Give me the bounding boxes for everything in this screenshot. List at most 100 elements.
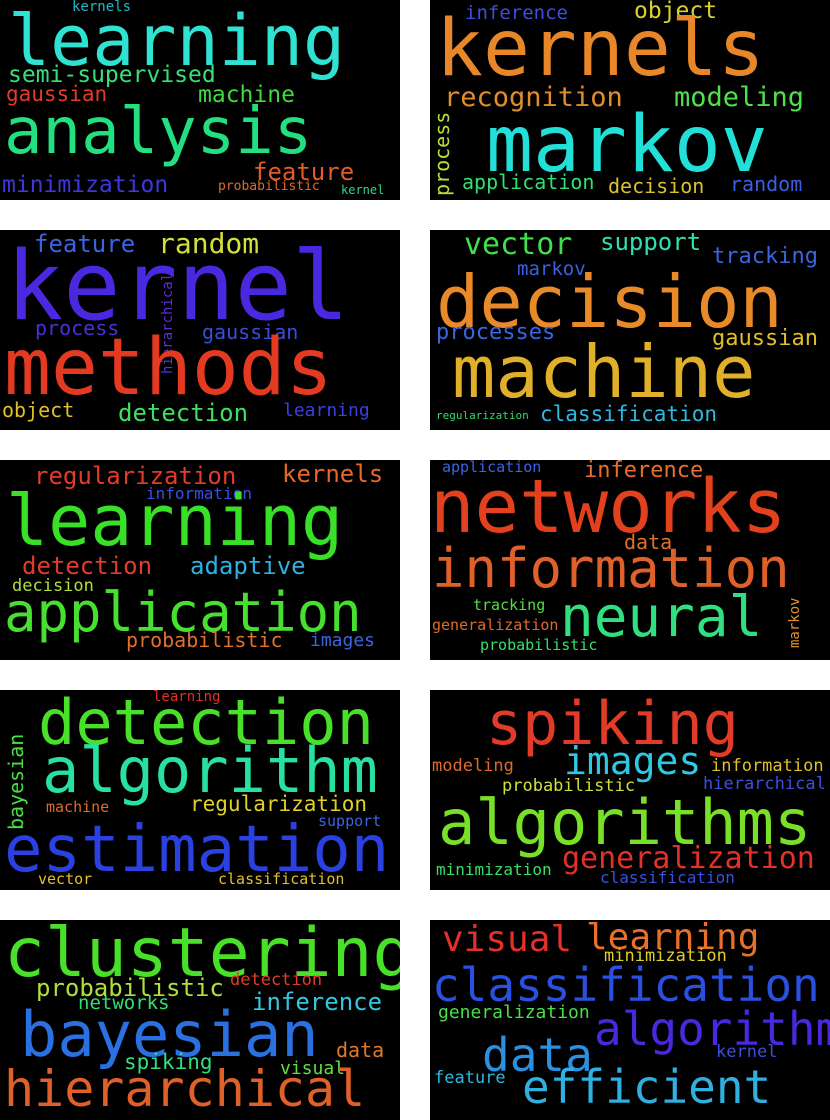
word: detection bbox=[118, 399, 249, 427]
word: probabilistic bbox=[126, 628, 283, 652]
word: support bbox=[600, 230, 702, 256]
word: kernel bbox=[6, 232, 350, 342]
word-cloud-panel-9: clustering probabilistic detection netwo… bbox=[0, 920, 400, 1120]
word: inference bbox=[584, 460, 704, 483]
word: networks bbox=[430, 464, 787, 550]
word: machine bbox=[452, 330, 756, 414]
word: machine bbox=[46, 798, 110, 816]
word: semi-supervised bbox=[8, 62, 216, 88]
word: detection bbox=[22, 552, 153, 580]
word: machine bbox=[198, 82, 295, 108]
word: hierarchical bbox=[4, 1060, 366, 1118]
word: application bbox=[4, 581, 362, 644]
word: feature bbox=[434, 1068, 506, 1088]
word: algorithms bbox=[438, 786, 812, 859]
word: data bbox=[336, 1038, 385, 1062]
word: markov bbox=[787, 597, 803, 648]
word: kernels bbox=[282, 460, 384, 488]
word-cloud-panel-7: learning bayesian detection algorithm ma… bbox=[0, 690, 400, 890]
word: markov bbox=[517, 258, 586, 280]
word: gaussian bbox=[202, 320, 299, 344]
word: detection bbox=[230, 970, 323, 990]
word: decision bbox=[12, 576, 94, 596]
word-cloud-panel-3: feature random kernel process hierarchic… bbox=[0, 230, 400, 430]
word: learning bbox=[283, 400, 370, 421]
word: regularization bbox=[190, 792, 368, 816]
word: probabilistic bbox=[502, 776, 636, 796]
word-cloud-panel-4: vector support markov tracking decision … bbox=[430, 230, 830, 430]
word: random bbox=[730, 172, 803, 196]
word: methods bbox=[4, 323, 333, 413]
word: random bbox=[158, 230, 260, 260]
word: neural bbox=[560, 585, 763, 650]
word: data bbox=[624, 530, 673, 554]
word: clustering bbox=[4, 920, 400, 993]
word: object bbox=[634, 0, 718, 24]
word: regularization bbox=[436, 409, 529, 422]
word: efficient bbox=[522, 1060, 772, 1114]
word: feature bbox=[253, 158, 355, 186]
word: decision bbox=[436, 260, 783, 344]
word: tracking bbox=[473, 596, 546, 614]
word: markov bbox=[486, 100, 768, 190]
word: information bbox=[711, 756, 824, 776]
word: learning bbox=[8, 0, 346, 82]
word: processes bbox=[436, 320, 556, 345]
word: kernels bbox=[436, 4, 765, 94]
word: visual bbox=[442, 920, 573, 960]
word: learning bbox=[153, 690, 221, 705]
word: inference bbox=[465, 2, 568, 24]
word: classification bbox=[540, 402, 718, 426]
word: tracking bbox=[712, 244, 818, 269]
word: minimization bbox=[436, 860, 552, 879]
word: information bbox=[146, 484, 252, 503]
word: learning bbox=[6, 480, 344, 562]
word-cloud-panel-1: kernels learning semi-supervised gaussia… bbox=[0, 0, 400, 200]
word: classification bbox=[218, 870, 345, 888]
word: process bbox=[35, 316, 120, 340]
word: kernel bbox=[716, 1042, 778, 1062]
word: modeling bbox=[432, 756, 514, 776]
word: minimization bbox=[2, 172, 169, 198]
word: object bbox=[2, 398, 75, 422]
word: generalization bbox=[562, 841, 815, 876]
word-cloud-panel-10: visual learning minimization classificat… bbox=[430, 920, 830, 1120]
word: vector bbox=[464, 230, 573, 262]
word: classification bbox=[600, 868, 735, 887]
word: images bbox=[310, 630, 376, 651]
word: analysis bbox=[4, 95, 313, 169]
word: learning bbox=[586, 920, 760, 958]
word: spiking bbox=[486, 690, 739, 759]
word-cloud-panel-8: spiking modeling images information prob… bbox=[430, 690, 830, 890]
word: modeling bbox=[674, 82, 805, 113]
word: process bbox=[430, 111, 454, 196]
word: visual bbox=[280, 1058, 346, 1079]
word: spiking bbox=[124, 1050, 213, 1074]
word: information bbox=[432, 537, 790, 600]
word: generalization bbox=[432, 616, 559, 634]
word: vector bbox=[38, 870, 93, 888]
word: recognition bbox=[444, 82, 623, 113]
word: detection bbox=[38, 690, 374, 759]
word: algorithm bbox=[42, 734, 378, 807]
word: data bbox=[482, 1028, 593, 1082]
word: bayesian bbox=[20, 998, 319, 1071]
word: inference bbox=[252, 988, 383, 1016]
word: probabilistic bbox=[480, 636, 598, 654]
word: networks bbox=[78, 992, 170, 1014]
word: minimization bbox=[604, 946, 727, 966]
word: generalization bbox=[438, 1002, 590, 1023]
word: probabilistic bbox=[218, 179, 320, 194]
word: hierarchical bbox=[703, 774, 826, 794]
word: support bbox=[318, 812, 382, 830]
word: probabilistic bbox=[36, 974, 224, 1002]
word: algorithm bbox=[594, 1002, 830, 1056]
word: kernels bbox=[72, 0, 132, 15]
word: gaussian bbox=[6, 82, 108, 106]
word: kernel bbox=[341, 183, 385, 197]
word-cloud-panel-6: application inference networks data info… bbox=[430, 460, 830, 660]
word: adaptive bbox=[190, 552, 306, 580]
word: decision bbox=[608, 174, 705, 198]
word: regularization bbox=[34, 462, 237, 490]
word: classification bbox=[432, 958, 820, 1012]
